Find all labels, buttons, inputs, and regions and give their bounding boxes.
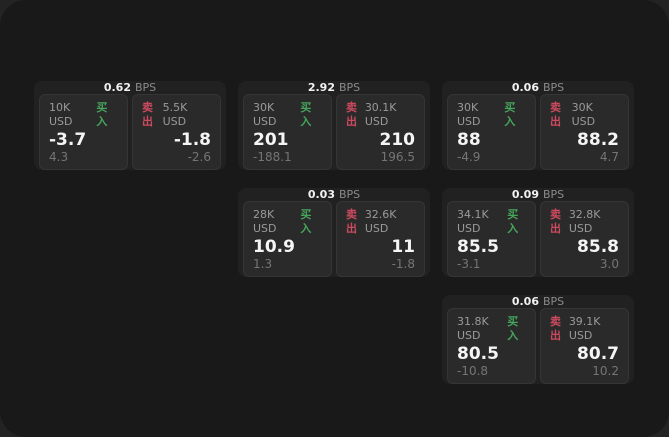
bps-value: 0.06 (511, 81, 539, 94)
buy-tag: 买入 (300, 101, 312, 128)
quote-card: 0.06 BPS 31.8K USD 买入 80.5 -10.8 卖出 39.1… (442, 295, 634, 384)
bps-header: 0.06 BPS (447, 295, 629, 308)
buy-sub-value: 4.3 (49, 150, 69, 164)
buy-price: 10.9 (253, 237, 295, 257)
sell-amount-label: 32.8K USD (568, 208, 601, 235)
bps-unit-label: BPS (134, 81, 157, 94)
bps-value: 2.92 (307, 81, 335, 94)
buy-sub-value: -188.1 (253, 150, 292, 164)
buy-price: -3.7 (49, 130, 87, 150)
sell-price: 11 (391, 237, 415, 257)
buy-panel[interactable]: 31.8K USD 买入 80.5 -10.8 (447, 308, 536, 384)
quote-card: 0.06 BPS 30K USD 买入 88 -4.9 卖出 30K USD (442, 81, 634, 170)
buy-amount-label: 10K USD (49, 101, 73, 128)
bps-unit-label: BPS (542, 81, 565, 94)
sell-panel[interactable]: 卖出 5.5K USD -1.8 -2.6 (132, 94, 221, 170)
buy-amount-label: 30K USD (253, 101, 277, 128)
sell-tag: 卖出 (550, 315, 561, 342)
sell-sub-value: 196.5 (380, 150, 415, 164)
quote-card: 0.09 BPS 34.1K USD 买入 85.5 -3.1 卖出 32.8K… (442, 188, 634, 277)
bps-header: 0.09 BPS (447, 188, 629, 201)
sell-sub-value: -1.8 (391, 257, 415, 271)
sell-amount-label: 30K USD (571, 101, 596, 128)
sell-amount-label: 39.1K USD (568, 315, 601, 342)
bps-value: 0.03 (307, 188, 335, 201)
sell-tag: 卖出 (550, 208, 561, 235)
buy-sub-value: -4.9 (457, 150, 481, 164)
sell-sub-value: 10.2 (592, 364, 619, 378)
bps-unit-label: BPS (542, 295, 565, 308)
sell-panel[interactable]: 卖出 30.1K USD 210 196.5 (336, 94, 425, 170)
sell-tag: 卖出 (550, 101, 561, 128)
sell-panel[interactable]: 卖出 30K USD 88.2 4.7 (540, 94, 629, 170)
bps-header: 2.92 BPS (243, 81, 425, 94)
buy-panel[interactable]: 28K USD 买入 10.9 1.3 (243, 201, 332, 277)
sell-amount-label: 5.5K USD (162, 101, 188, 128)
sell-panel[interactable]: 卖出 39.1K USD 80.7 10.2 (540, 308, 629, 384)
buy-tag: 买入 (507, 315, 519, 342)
bps-header: 0.62 BPS (39, 81, 221, 94)
bps-value: 0.62 (103, 81, 131, 94)
buy-panel[interactable]: 34.1K USD 买入 85.5 -3.1 (447, 201, 536, 277)
sell-amount-label: 30.1K USD (364, 101, 397, 128)
sell-sub-value: 4.7 (599, 150, 619, 164)
buy-panel[interactable]: 30K USD 买入 201 -188.1 (243, 94, 332, 170)
buy-sub-value: -3.1 (457, 257, 481, 271)
sell-sub-value: 3.0 (599, 257, 619, 271)
bps-unit-label: BPS (338, 188, 361, 201)
bps-unit-label: BPS (338, 81, 361, 94)
bps-value: 0.06 (511, 295, 539, 308)
quote-card: 2.92 BPS 30K USD 买入 201 -188.1 卖出 30.1K … (238, 81, 430, 170)
bps-header: 0.03 BPS (243, 188, 425, 201)
sell-price: 85.8 (577, 237, 619, 257)
buy-sub-value: -10.8 (457, 364, 489, 378)
buy-price: 88 (457, 130, 481, 150)
buy-panel[interactable]: 30K USD 买入 88 -4.9 (447, 94, 536, 170)
sell-tag: 卖出 (346, 101, 357, 128)
buy-amount-label: 31.8K USD (457, 315, 489, 342)
sell-price: 88.2 (577, 130, 619, 150)
bps-value: 0.09 (511, 188, 539, 201)
buy-tag: 买入 (507, 208, 519, 235)
quote-card: 0.62 BPS 10K USD 买入 -3.7 4.3 卖出 5.5K USD (34, 81, 226, 170)
sell-price: 210 (379, 130, 416, 150)
sell-price: -1.8 (173, 130, 211, 150)
buy-panel[interactable]: 10K USD 买入 -3.7 4.3 (39, 94, 128, 170)
buy-price: 201 (253, 130, 289, 150)
buy-tag: 买入 (96, 101, 108, 128)
buy-tag: 买入 (300, 208, 312, 235)
buy-amount-label: 30K USD (457, 101, 481, 128)
bps-header: 0.06 BPS (447, 81, 629, 94)
buy-amount-label: 28K USD (253, 208, 277, 235)
sell-panel[interactable]: 卖出 32.8K USD 85.8 3.0 (540, 201, 629, 277)
sell-sub-value: -2.6 (187, 150, 211, 164)
quote-cards-grid: 0.62 BPS 10K USD 买入 -3.7 4.3 卖出 5.5K USD (34, 81, 634, 384)
buy-price: 80.5 (457, 344, 499, 364)
quote-card: 0.03 BPS 28K USD 买入 10.9 1.3 卖出 32.6K US… (238, 188, 430, 277)
buy-amount-label: 34.1K USD (457, 208, 489, 235)
buy-tag: 买入 (504, 101, 516, 128)
sell-amount-label: 32.6K USD (364, 208, 397, 235)
sell-panel[interactable]: 卖出 32.6K USD 11 -1.8 (336, 201, 425, 277)
sell-tag: 卖出 (346, 208, 357, 235)
buy-price: 85.5 (457, 237, 499, 257)
bps-unit-label: BPS (542, 188, 565, 201)
sell-price: 80.7 (577, 344, 619, 364)
sell-tag: 卖出 (142, 101, 153, 128)
buy-sub-value: 1.3 (253, 257, 273, 271)
